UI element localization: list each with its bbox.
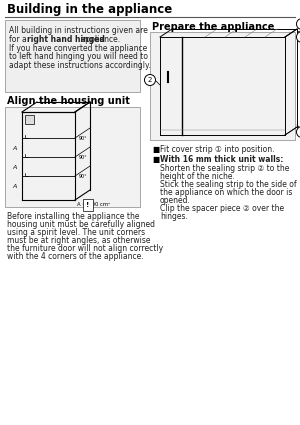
Text: the furniture door will not align correctly: the furniture door will not align correc…: [7, 244, 163, 253]
Text: Align the housing unit: Align the housing unit: [7, 96, 130, 106]
Text: housing unit must be carefully aligned: housing unit must be carefully aligned: [7, 220, 155, 229]
Circle shape: [145, 74, 155, 85]
Text: adapt these instructions accordingly.: adapt these instructions accordingly.: [9, 61, 151, 70]
Text: If you have converted the appliance: If you have converted the appliance: [9, 44, 147, 53]
Text: A = 200 cm²: A = 200 cm²: [77, 202, 110, 207]
Text: A: A: [13, 145, 17, 150]
Text: hinges.: hinges.: [160, 212, 188, 221]
Text: 90°: 90°: [79, 155, 88, 160]
Text: height of the niche.: height of the niche.: [160, 172, 235, 181]
Text: must be at right angles, as otherwise: must be at right angles, as otherwise: [7, 236, 151, 245]
Text: appliance.: appliance.: [78, 35, 120, 44]
Text: right hand hinged: right hand hinged: [27, 35, 105, 44]
Circle shape: [296, 19, 300, 29]
Text: opened.: opened.: [160, 196, 191, 205]
Text: 2: 2: [148, 77, 152, 83]
Text: 90°: 90°: [79, 174, 88, 179]
Text: the appliance on which the door is: the appliance on which the door is: [160, 188, 292, 197]
Circle shape: [296, 31, 300, 42]
Text: !: !: [86, 202, 90, 208]
Text: Stick the sealing strip to the side of: Stick the sealing strip to the side of: [160, 180, 297, 189]
FancyBboxPatch shape: [5, 107, 140, 207]
Text: with the 4 corners of the appliance.: with the 4 corners of the appliance.: [7, 252, 144, 261]
Circle shape: [296, 127, 300, 138]
Text: Fit cover strip ① into position.: Fit cover strip ① into position.: [160, 145, 274, 154]
Text: Before installing the appliance the: Before installing the appliance the: [7, 212, 140, 221]
Text: A: A: [13, 164, 17, 170]
Text: Prepare the appliance: Prepare the appliance: [152, 22, 274, 32]
Text: to left hand hinging you will need to: to left hand hinging you will need to: [9, 52, 148, 61]
FancyBboxPatch shape: [25, 115, 34, 124]
Text: for a: for a: [9, 35, 29, 44]
Text: All building in instructions given are: All building in instructions given are: [9, 26, 148, 35]
Text: ■: ■: [152, 145, 159, 154]
Text: using a spirit level. The unit corners: using a spirit level. The unit corners: [7, 228, 145, 237]
Text: 90°: 90°: [79, 136, 88, 141]
Text: Shorten the sealing strip ② to the: Shorten the sealing strip ② to the: [160, 164, 290, 173]
FancyBboxPatch shape: [150, 32, 295, 140]
Text: ■: ■: [152, 155, 159, 164]
Text: A: A: [13, 184, 17, 189]
Text: Building in the appliance: Building in the appliance: [7, 3, 172, 16]
Text: Clip the spacer piece ② over the: Clip the spacer piece ② over the: [160, 204, 284, 213]
FancyBboxPatch shape: [5, 20, 140, 92]
Text: With 16 mm thick unit walls:: With 16 mm thick unit walls:: [160, 155, 284, 164]
